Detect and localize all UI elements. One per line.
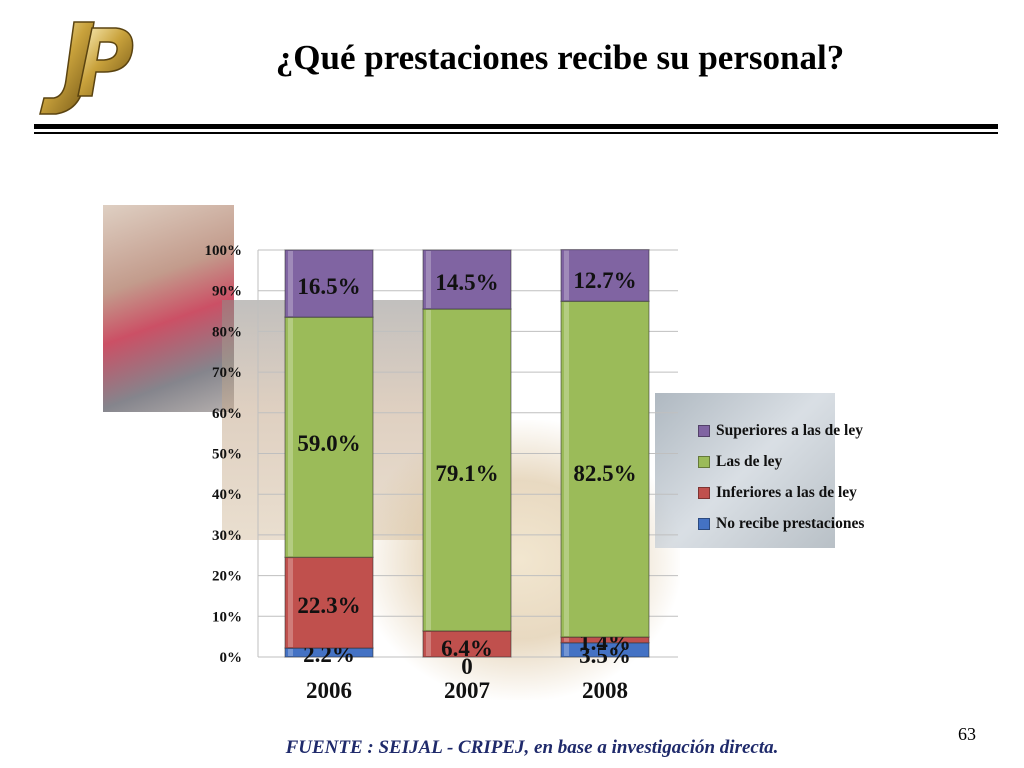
y-tick-label: 20% xyxy=(212,569,242,585)
bar-segment xyxy=(560,248,650,302)
y-tick-label: 50% xyxy=(212,447,242,463)
bar-segment xyxy=(284,316,374,558)
y-tick-label: 70% xyxy=(212,365,242,381)
data-label: 79.1% xyxy=(435,461,498,486)
legend-label: No recibe prestaciones xyxy=(716,514,865,532)
data-label: 3.5% xyxy=(579,643,631,668)
bar-segment xyxy=(422,308,512,632)
y-tick-label: 90% xyxy=(212,284,242,300)
data-label: 59.0% xyxy=(297,431,360,456)
y-tick-label: 100% xyxy=(205,243,243,259)
legend-label: Inferiores a las de ley xyxy=(716,483,857,501)
page-number: 63 xyxy=(958,724,976,744)
legend-swatch xyxy=(698,517,710,530)
y-tick-label: 60% xyxy=(212,406,242,422)
legend-swatch xyxy=(698,455,710,468)
data-label: 16.5% xyxy=(297,274,360,299)
slide-title: ¿Qué prestaciones recibe su personal? xyxy=(275,38,845,77)
bar-highlight xyxy=(564,643,569,656)
bar-segment xyxy=(422,630,512,658)
y-tick-label: 80% xyxy=(212,324,242,340)
data-label: 12.7% xyxy=(573,268,636,293)
bar-segment xyxy=(284,647,374,658)
legend-item-superiores: Superiores a las de ley xyxy=(698,415,864,446)
bar-segment xyxy=(560,300,650,638)
bar-highlight xyxy=(564,250,569,301)
data-label: 82.5% xyxy=(573,461,636,486)
chart-legend: Superiores a las de ley Las de ley Infer… xyxy=(698,415,864,539)
legend-item-inferiores: Inferiores a las de ley xyxy=(698,477,864,508)
bar-highlight xyxy=(288,318,293,557)
data-label: 14.5% xyxy=(435,270,498,295)
background-photo-3 xyxy=(655,393,835,548)
legend-item-las-de-ley: Las de ley xyxy=(698,446,864,477)
bar-highlight xyxy=(564,638,569,642)
y-tick-label: 10% xyxy=(212,609,242,625)
data-label: 0 xyxy=(461,654,473,679)
title-divider xyxy=(34,124,998,129)
background-photo-person xyxy=(103,205,234,412)
legend-label: Superiores a las de ley xyxy=(716,421,863,439)
data-label: 22.3% xyxy=(297,593,360,618)
x-tick-label: 2008 xyxy=(582,678,628,703)
bar-segment xyxy=(284,556,374,649)
y-tick-label: 30% xyxy=(212,528,242,544)
y-tick-label: 40% xyxy=(212,487,242,503)
data-label: 6.4% xyxy=(441,636,493,661)
x-tick-label: 2007 xyxy=(444,678,490,703)
legend-swatch xyxy=(698,424,710,437)
legend-item-no-recibe: No recibe prestaciones xyxy=(698,508,864,539)
bar-segment xyxy=(422,249,512,310)
bar-highlight xyxy=(288,649,293,656)
jp-logo-icon xyxy=(39,21,134,115)
x-tick-label: 2006 xyxy=(306,678,352,703)
bar-highlight xyxy=(288,251,293,317)
bar-highlight xyxy=(426,631,431,656)
source-note: FUENTE : SEIJAL - CRIPEJ, en base a inve… xyxy=(285,737,779,758)
bar-segment xyxy=(284,249,374,318)
bar-highlight xyxy=(426,251,431,309)
bar-highlight xyxy=(288,558,293,648)
bar-highlight xyxy=(564,302,569,637)
title-divider-thin xyxy=(34,132,998,134)
y-tick-label: 0% xyxy=(220,650,243,666)
legend-label: Las de ley xyxy=(716,452,783,470)
bar-highlight xyxy=(426,310,431,630)
legend-swatch xyxy=(698,486,710,499)
